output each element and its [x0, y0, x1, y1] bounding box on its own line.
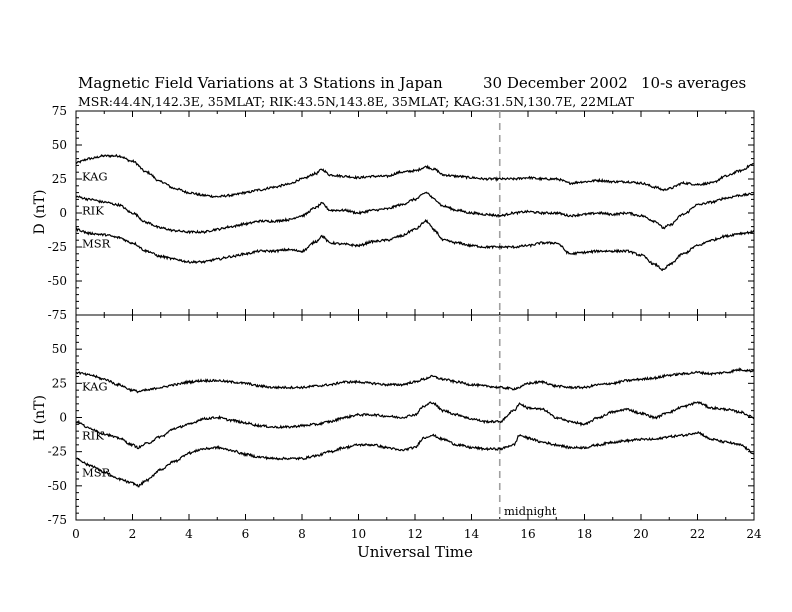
h-series-rik [75, 401, 755, 450]
x-tick-label: 0 [72, 527, 80, 541]
x-tick-label: 8 [298, 527, 306, 541]
d-ytick-label: -25 [48, 240, 67, 254]
x-tick-label: 2 [129, 527, 137, 541]
x-tick-label: 12 [407, 527, 422, 541]
h-ytick-label: -25 [48, 445, 67, 459]
d-series-rik [75, 191, 755, 235]
h-ytick-label: 25 [52, 376, 67, 390]
x-tick-label: 20 [633, 527, 648, 541]
h-ytick-label: -75 [48, 513, 67, 527]
d-panel-frame [75, 110, 755, 316]
averaging-note: 10-s averages [641, 74, 746, 92]
h-station-label-msr: MSR [82, 466, 111, 480]
x-tick-label: 16 [520, 527, 535, 541]
d-station-label-msr: MSR [82, 236, 111, 250]
midnight-label: midnight [504, 504, 557, 518]
d-ytick-label: 0 [59, 206, 67, 220]
figure-date: 30 December 2002 [483, 74, 628, 92]
h-series-msr [75, 430, 755, 488]
h-ytick-label: 50 [52, 342, 67, 356]
stations-coordinates: MSR:44.4N,142.3E, 35MLAT; RIK:43.5N,143.… [78, 94, 635, 109]
d-component-panel: 75 50 25 0 -25 -50 -75 KAG RIK MSR [48, 104, 755, 322]
d-ytick-label: -50 [48, 274, 67, 288]
d-ytick-label: 50 [52, 138, 67, 152]
x-tick-label: 18 [577, 527, 592, 541]
x-tick-label: 14 [464, 527, 480, 541]
h-station-label-rik: RIK [82, 429, 104, 443]
figure-title: Magnetic Field Variations at 3 Stations … [78, 74, 443, 92]
d-axis-label: D (nT) [32, 190, 48, 235]
h-ytick-label: 0 [59, 411, 67, 425]
h-station-label-kag: KAG [82, 379, 108, 393]
d-station-label-kag: KAG [82, 170, 108, 184]
x-axis-label: Universal Time [357, 543, 473, 561]
x-tick-label: 24 [746, 527, 762, 541]
d-ytick-label: -75 [48, 308, 67, 322]
d-series-msr [75, 218, 755, 272]
d-station-label-rik: RIK [82, 204, 104, 218]
d-series-kag [75, 153, 755, 198]
x-tick-label: 6 [242, 527, 250, 541]
x-tick-label: 4 [185, 527, 193, 541]
d-ytick-label: 25 [52, 172, 67, 186]
h-axis-label: H (nT) [32, 395, 48, 441]
h-ytick-label: -50 [48, 479, 67, 493]
d-ytick-label: 75 [52, 104, 67, 118]
x-tick-label: 10 [351, 527, 366, 541]
x-tick-label: 22 [690, 527, 705, 541]
h-series-kag [75, 367, 755, 394]
